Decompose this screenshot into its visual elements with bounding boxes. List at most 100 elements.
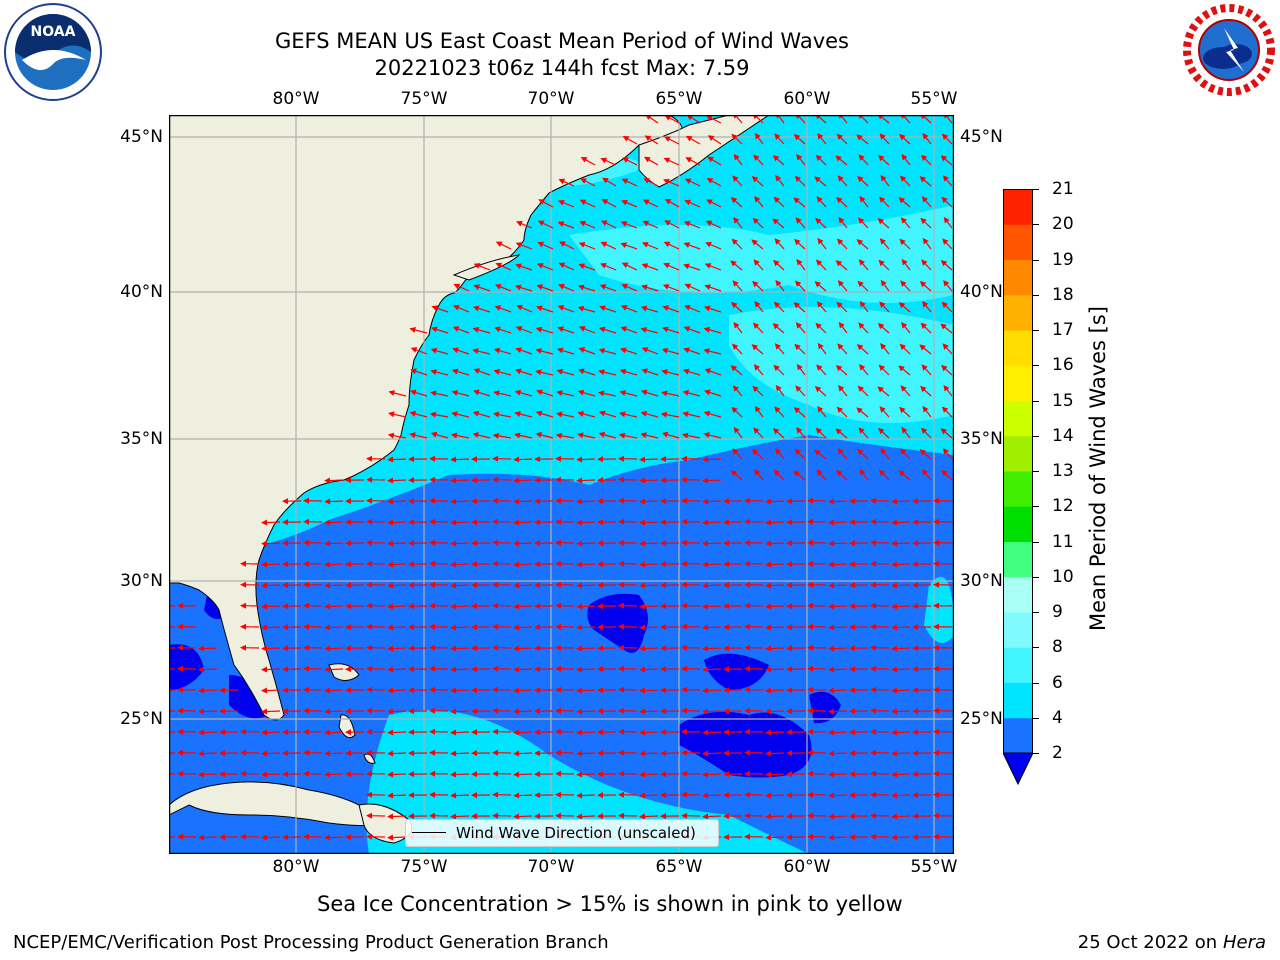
wave-direction-arrow — [324, 561, 344, 568]
colorbar — [1002, 189, 1034, 786]
wave-direction-arrow — [660, 624, 680, 631]
wave-direction-arrow — [664, 198, 680, 208]
wave-direction-arrow — [891, 771, 911, 778]
colorbar-tick-mark — [1033, 294, 1039, 296]
wave-direction-arrow — [409, 410, 428, 418]
wave-direction-arrow — [835, 260, 848, 271]
wave-direction-arrow — [639, 498, 659, 505]
wave-direction-arrow — [660, 792, 680, 799]
wave-direction-arrow — [387, 771, 407, 778]
wave-direction-arrow — [794, 175, 806, 187]
wave-direction-arrow — [534, 666, 554, 673]
wave-direction-arrow — [912, 645, 932, 652]
wave-direction-arrow — [471, 813, 491, 820]
wave-direction-arrow — [664, 220, 680, 229]
wave-direction-arrow — [492, 623, 512, 630]
wave-direction-arrow — [471, 603, 491, 610]
wave-direction-arrow — [765, 834, 785, 841]
wave-direction-arrow — [899, 343, 911, 355]
wave-direction-arrow — [661, 347, 680, 355]
wave-direction-arrow — [723, 771, 743, 778]
wave-direction-arrow — [324, 498, 344, 505]
wave-direction-arrow — [828, 540, 848, 547]
wave-direction-arrow — [786, 582, 806, 589]
wave-direction-arrow — [879, 301, 890, 313]
wave-direction-arrow — [534, 477, 554, 484]
wave-direction-arrow — [429, 560, 449, 567]
wave-direction-arrow — [775, 384, 785, 397]
wave-direction-arrow — [786, 687, 806, 694]
wave-direction-arrow — [683, 242, 701, 250]
wave-direction-arrow — [494, 283, 512, 292]
wave-direction-arrow — [705, 241, 722, 250]
wave-direction-arrow — [177, 623, 197, 630]
wave-direction-arrow — [324, 519, 344, 526]
lon-tick-bottom: 65°W — [655, 857, 703, 877]
wave-direction-arrow — [880, 343, 890, 355]
wave-direction-arrow — [660, 813, 680, 820]
wave-direction-arrow — [599, 305, 617, 313]
wave-direction-arrow — [324, 750, 344, 757]
wave-direction-arrow — [577, 432, 596, 439]
wave-direction-arrow — [878, 364, 890, 376]
wave-direction-arrow — [703, 348, 722, 355]
wave-direction-arrow — [429, 812, 449, 819]
lat-tick-left: 25°N — [120, 709, 163, 729]
wave-direction-arrow — [408, 645, 428, 652]
wave-direction-arrow — [471, 519, 491, 526]
wave-direction-arrow — [786, 792, 806, 799]
wave-direction-arrow — [794, 238, 806, 250]
wave-direction-arrow — [514, 284, 533, 292]
wave-direction-arrow — [773, 364, 785, 376]
wave-direction-arrow — [828, 792, 848, 799]
wave-direction-arrow — [324, 687, 344, 694]
footer-right: 25 Oct 2022 on Hera — [1078, 932, 1266, 954]
wave-direction-arrow — [702, 687, 722, 694]
wave-direction-arrow — [661, 431, 680, 439]
wave-direction-arrow — [704, 368, 722, 376]
wave-direction-arrow — [940, 323, 953, 334]
wave-direction-arrow — [870, 665, 890, 672]
wave-direction-arrow — [849, 645, 869, 652]
wave-direction-arrow — [731, 406, 743, 418]
wave-direction-arrow — [303, 833, 323, 840]
wave-direction-arrow — [681, 791, 701, 798]
wave-direction-arrow — [664, 115, 680, 124]
wave-direction-arrow — [849, 834, 869, 841]
wave-direction-arrow — [472, 326, 491, 334]
wave-direction-arrow — [345, 687, 365, 694]
wave-direction-arrow — [450, 750, 470, 757]
wave-direction-arrow — [345, 540, 365, 547]
wave-direction-arrow — [578, 326, 596, 334]
wave-direction-arrow — [660, 750, 680, 757]
wave-direction-arrow — [723, 834, 743, 841]
wave-direction-arrow — [618, 539, 638, 546]
wave-direction-arrow — [408, 666, 428, 673]
wave-direction-arrow — [597, 582, 617, 589]
wave-direction-arrow — [752, 322, 764, 334]
wave-direction-arrow — [849, 498, 869, 505]
wave-direction-arrow — [933, 686, 953, 693]
wave-direction-arrow — [660, 477, 680, 484]
wave-direction-arrow — [878, 427, 890, 439]
map-panel: Wind Wave Direction (unscaled) — [168, 114, 955, 855]
wave-direction-arrow — [702, 666, 722, 673]
wave-direction-arrow — [597, 603, 617, 610]
wave-direction-arrow — [641, 263, 659, 271]
wave-direction-arrow — [681, 455, 701, 462]
wave-direction-arrow — [898, 365, 911, 376]
wave-direction-arrow — [940, 155, 953, 166]
wave-direction-arrow — [878, 196, 890, 208]
wave-direction-arrow — [933, 791, 953, 798]
wave-direction-arrow — [793, 197, 806, 208]
wave-direction-arrow — [303, 623, 323, 630]
colorbar-tick-label: 18 — [1052, 284, 1074, 305]
wave-direction-arrow — [702, 813, 722, 820]
wave-direction-arrow — [933, 581, 953, 588]
wave-direction-arrow — [807, 833, 827, 840]
wave-direction-arrow — [534, 582, 554, 589]
wave-direction-arrow — [891, 624, 911, 631]
wave-direction-arrow — [618, 602, 638, 609]
wave-direction-arrow — [891, 813, 911, 820]
colorbar-tick-label: 17 — [1052, 320, 1074, 340]
